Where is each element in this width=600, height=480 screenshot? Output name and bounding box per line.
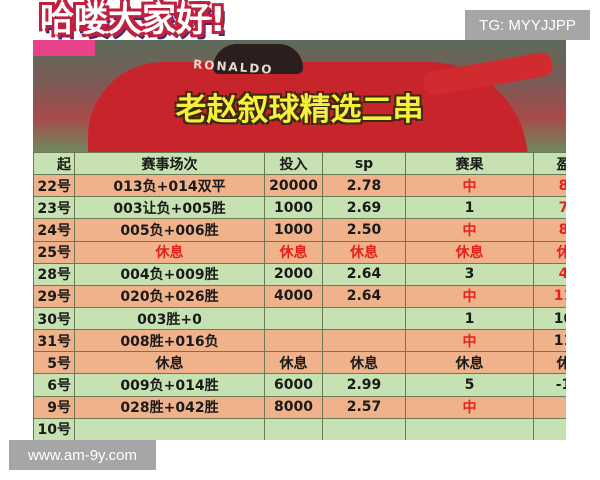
cell-match: 013负+014双平 bbox=[74, 174, 265, 198]
cell-result: 休息 bbox=[405, 240, 534, 264]
cell-date: 29号 bbox=[33, 284, 75, 308]
cell-sp: 休息 bbox=[322, 240, 406, 264]
cell-sp: 休息 bbox=[322, 351, 406, 375]
cell-profit: 休 bbox=[533, 240, 566, 264]
table-row: 9号 028胜+042胜 8000 2.57 中 bbox=[33, 395, 566, 419]
cell-stake: 1000 bbox=[264, 196, 323, 220]
header-result: 赛果 bbox=[405, 152, 534, 176]
cell-result: 中 bbox=[405, 174, 534, 198]
cell-result: 1 bbox=[405, 306, 534, 331]
cell-date: 6号 bbox=[33, 373, 75, 397]
cell-stake: 1000 bbox=[264, 218, 323, 242]
cell-match: 休息 bbox=[74, 351, 265, 375]
cell-sp bbox=[322, 417, 406, 440]
cell-date: 31号 bbox=[33, 329, 75, 353]
cell-sp: 2.50 bbox=[322, 218, 406, 242]
cell-stake: 6000 bbox=[264, 373, 323, 397]
cell-result: 中 bbox=[405, 395, 534, 419]
cell-stake bbox=[264, 329, 323, 353]
cell-date: 23号 bbox=[33, 196, 75, 220]
cell-profit: -1 bbox=[533, 373, 566, 397]
cell-result: 中 bbox=[405, 284, 534, 308]
cell-result bbox=[405, 417, 534, 440]
cell-date: 24号 bbox=[33, 218, 75, 242]
cell-stake: 休息 bbox=[264, 351, 323, 375]
cell-date: 30号 bbox=[33, 306, 75, 331]
cell-date: 5号 bbox=[33, 351, 75, 375]
cell-profit bbox=[533, 395, 566, 419]
cell-stake bbox=[264, 417, 323, 440]
cell-sp: 2.69 bbox=[322, 196, 406, 220]
cell-date: 28号 bbox=[33, 262, 75, 286]
cell-match: 028胜+042胜 bbox=[74, 395, 265, 419]
results-table: 起赛事场次投入sp赛果盈22号013负+014双平200002.78中823号0… bbox=[33, 152, 566, 440]
banner-image: RONALDO 老赵叙球精选二串 bbox=[33, 40, 566, 152]
header-match: 赛事场次 bbox=[74, 152, 265, 176]
cell-stake: 4000 bbox=[264, 284, 323, 308]
cell-result: 中 bbox=[405, 329, 534, 353]
banner-pink-patch bbox=[33, 40, 95, 56]
cell-profit: 7 bbox=[533, 196, 566, 220]
table-row: 25号休息休息休息休息休 bbox=[33, 240, 566, 264]
cell-stake: 8000 bbox=[264, 395, 323, 419]
table-header-row: 起赛事场次投入sp赛果盈 bbox=[33, 152, 566, 176]
cell-result: 休息 bbox=[405, 351, 534, 375]
cell-date: 22号 bbox=[33, 174, 75, 198]
cell-date: 9号 bbox=[33, 395, 75, 419]
cell-profit: 8 bbox=[533, 218, 566, 242]
cell-result: 1 bbox=[405, 196, 534, 220]
cell-sp: 2.78 bbox=[322, 174, 406, 198]
header-date: 起 bbox=[33, 152, 75, 176]
cell-match bbox=[74, 417, 265, 440]
cell-profit: 休 bbox=[533, 351, 566, 375]
header-sp: sp bbox=[322, 152, 406, 176]
cell-match: 009负+014胜 bbox=[74, 373, 265, 397]
cell-result: 5 bbox=[405, 373, 534, 397]
cell-profit: 8 bbox=[533, 174, 566, 198]
telegram-watermark: TG: MYYJJPP bbox=[465, 10, 590, 40]
cell-date: 25号 bbox=[33, 240, 75, 264]
cell-match: 休息 bbox=[74, 240, 265, 264]
cell-profit bbox=[533, 417, 566, 440]
cell-date: 10号 bbox=[33, 417, 75, 440]
cell-profit: 10 bbox=[533, 306, 566, 331]
cell-sp bbox=[322, 306, 406, 331]
table-row: 5号休息休息休息休息休 bbox=[33, 351, 566, 375]
player-head bbox=[213, 44, 303, 74]
cell-stake: 2000 bbox=[264, 262, 323, 286]
cell-match: 003胜+0 bbox=[74, 306, 265, 331]
cell-match: 003让负+005胜 bbox=[74, 196, 265, 220]
cell-sp: 2.64 bbox=[322, 284, 406, 308]
cell-profit: 11 bbox=[533, 284, 566, 308]
cell-match: 005负+006胜 bbox=[74, 218, 265, 242]
cell-match: 008胜+016负 bbox=[74, 329, 265, 353]
cell-result: 中 bbox=[405, 218, 534, 242]
cell-sp: 2.64 bbox=[322, 262, 406, 286]
header-stake: 投入 bbox=[264, 152, 323, 176]
site-watermark: www.am-9y.com bbox=[9, 440, 156, 470]
cell-profit: 11 bbox=[533, 329, 566, 353]
cell-result: 3 bbox=[405, 262, 534, 286]
cell-sp: 2.57 bbox=[322, 395, 406, 419]
cell-stake: 休息 bbox=[264, 240, 323, 264]
cell-match: 020负+026胜 bbox=[74, 284, 265, 308]
cell-stake bbox=[264, 306, 323, 331]
greeting-caption: 哈喽大家好! bbox=[40, 0, 226, 40]
cell-match: 004负+009胜 bbox=[74, 262, 265, 286]
cell-profit: 4 bbox=[533, 262, 566, 286]
table-row: 10号 bbox=[33, 417, 566, 440]
cell-sp: 2.99 bbox=[322, 373, 406, 397]
cell-sp bbox=[322, 329, 406, 353]
header-profit: 盈 bbox=[533, 152, 566, 176]
cell-stake: 20000 bbox=[264, 174, 323, 198]
banner-title: 老赵叙球精选二串 bbox=[175, 92, 424, 128]
